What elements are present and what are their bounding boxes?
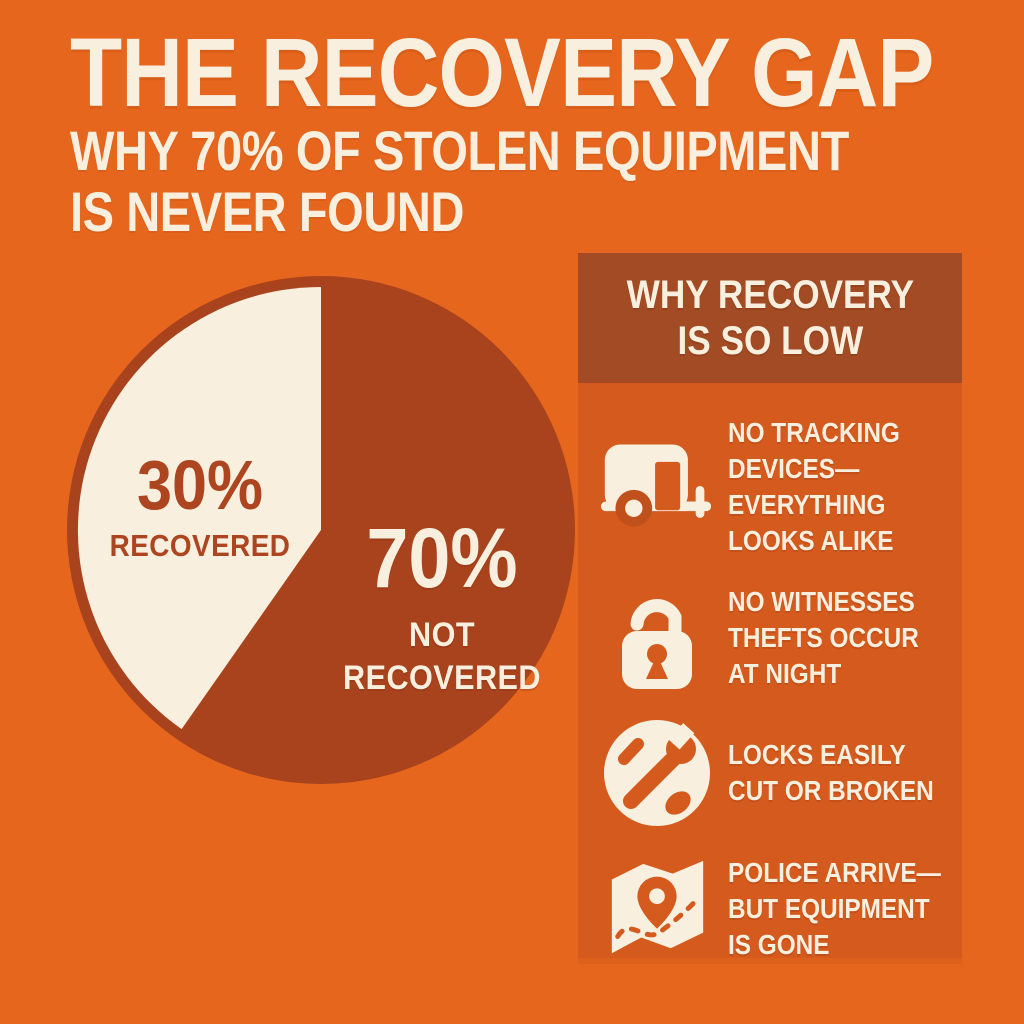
item-text-line: AT NIGHT <box>728 658 842 690</box>
not-recovered-label-line2: RECOVERED <box>343 658 541 697</box>
trailer-icon <box>600 444 712 527</box>
panel-item-no-witnesses: NO WITNESSES THEFTS OCCUR AT NIGHT <box>598 583 946 693</box>
panel-header-line-1: WHY RECOVERY <box>626 273 914 317</box>
page-title: THE RECOVERY GAP <box>70 18 934 127</box>
item-text-line: LOOKS ALIKE <box>728 525 894 557</box>
map-icon <box>611 861 704 954</box>
item-text-line: IS GONE <box>728 929 830 961</box>
subtitle-line-1: WHY 70% OF STOLEN EQUIPMENT <box>70 119 849 182</box>
pie-label-recovered: 30% RECOVERED <box>94 450 306 561</box>
panel-header-line-2: IS SO LOW <box>677 319 863 363</box>
pie-label-not-recovered: 70% NOT RECOVERED <box>336 516 548 699</box>
panel-item-locks-cut: LOCKS EASILY CUT OR BROKEN <box>598 717 946 829</box>
subtitle-line-2: IS NEVER FOUND <box>70 180 465 244</box>
panel-item-police-arrive: POLICE ARRIVE— BUT EQUIPMENT IS GONE <box>598 853 946 965</box>
item-text-line: EVERYTHING <box>728 489 886 521</box>
panel-header-text: WHY RECOVERY IS SO LOW <box>626 272 914 364</box>
not-recovered-label-line1: NOT <box>409 616 475 654</box>
tools-icon <box>604 720 710 827</box>
why-recovery-panel: WHY RECOVERY IS SO LOW <box>578 253 962 960</box>
item-text-line: DEVICES— <box>728 453 860 485</box>
item-text-line: THEFTS OCCUR <box>728 622 919 654</box>
padlock-icon <box>622 599 692 690</box>
item-text-line: CUT OR BROKEN <box>728 775 934 807</box>
page-subtitle: WHY 70% OF STOLEN EQUIPMENT IS NEVER FOU… <box>70 120 849 242</box>
not-recovered-percentage: 70% <box>366 511 518 605</box>
item-text-line: BUT EQUIPMENT <box>728 893 930 925</box>
panel-header: WHY RECOVERY IS SO LOW <box>578 253 962 383</box>
panel-item-list: NO TRACKING DEVICES— EVERYTHING LOOKS AL… <box>578 383 962 965</box>
recovered-percentage: 30% <box>136 446 264 524</box>
item-text-line: NO WITNESSES <box>728 586 915 618</box>
recovered-label: RECOVERED <box>109 528 291 563</box>
item-text-line: NO TRACKING <box>728 417 900 448</box>
panel-item-no-tracking: NO TRACKING DEVICES— EVERYTHING LOOKS AL… <box>598 415 946 559</box>
item-text-line: POLICE ARRIVE— <box>728 857 941 889</box>
pie-slice-recovered <box>77 287 321 730</box>
item-text-line: LOCKS EASILY <box>728 739 906 771</box>
